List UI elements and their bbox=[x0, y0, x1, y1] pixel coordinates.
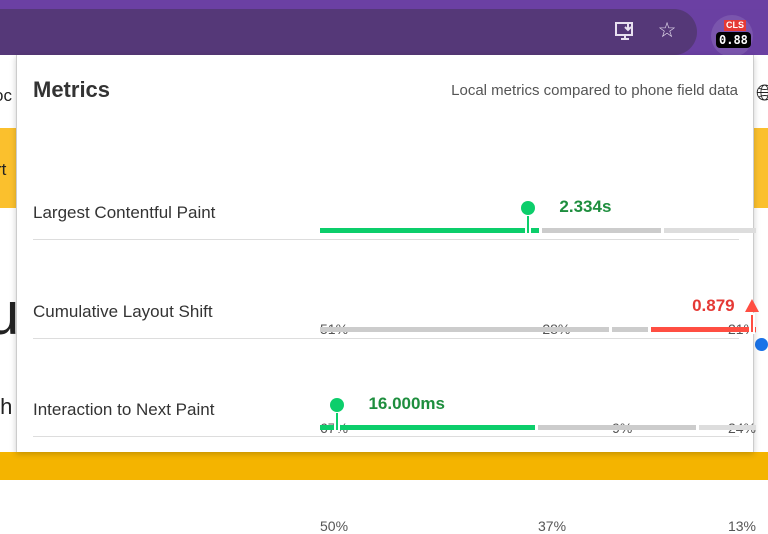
popup-title: Metrics bbox=[33, 77, 111, 102]
background-banner-left bbox=[0, 128, 16, 208]
address-bar[interactable] bbox=[0, 9, 697, 55]
metric-row: Largest Contentful Paint 51%28%21%2.334s bbox=[33, 142, 756, 337]
distribution-bar: 67%9%24% bbox=[320, 298, 759, 436]
distribution-segment-0 bbox=[320, 326, 610, 332]
metric-name: Interaction to Next Paint bbox=[33, 400, 215, 419]
distribution-segment-2 bbox=[699, 425, 756, 430]
distribution-percent: 50% bbox=[320, 518, 349, 534]
metric-row: Cumulative Layout Shift 67%9%24%0.879 bbox=[33, 241, 759, 436]
metric-row: Interaction to Next Paint 50% 37% 13% 16.000… bbox=[33, 339, 756, 534]
metric-value: 2.334s bbox=[559, 197, 612, 216]
background-bottom-bar bbox=[0, 452, 768, 480]
window-top-strip bbox=[0, 0, 768, 9]
metric-name: Largest Contentful Paint bbox=[33, 203, 216, 222]
marker-dot-icon bbox=[521, 201, 536, 215]
background-dot bbox=[755, 338, 768, 351]
cls-badge-value: 0.88 bbox=[716, 32, 751, 48]
install-app-icon[interactable] bbox=[613, 19, 637, 43]
distribution-segment-1 bbox=[612, 326, 649, 332]
metric-value: 16.000ms bbox=[368, 394, 446, 413]
browser-toolbar: ☆ CLS 0.88 bbox=[0, 9, 768, 57]
background-text: rt bbox=[0, 160, 7, 179]
arrow-up-icon bbox=[744, 298, 759, 312]
background-banner-right bbox=[754, 128, 768, 208]
cls-badge-label: CLS bbox=[724, 20, 746, 31]
distribution-percent: 37% bbox=[538, 518, 567, 534]
popup-subtitle: Local metrics compared to phone field da… bbox=[451, 82, 738, 99]
distribution-segment-2 bbox=[651, 326, 756, 332]
web-vitals-extension-button[interactable]: CLS 0.88 bbox=[711, 15, 753, 57]
distribution-bar: 50% 37% 13% bbox=[320, 398, 756, 534]
globe-icon: 🌐︎ bbox=[756, 80, 768, 105]
marker-dot-icon bbox=[330, 398, 345, 412]
bookmark-star-icon[interactable]: ☆ bbox=[657, 19, 677, 42]
background-text: th bbox=[0, 394, 13, 419]
distribution-segment-1 bbox=[542, 228, 662, 233]
background-text: oc bbox=[0, 86, 12, 105]
metric-name: Cumulative Layout Shift bbox=[33, 301, 213, 321]
distribution-segment-0 bbox=[320, 425, 535, 430]
distribution-bar: 51%28%21% bbox=[320, 201, 756, 337]
distribution-segment-0 bbox=[320, 228, 540, 233]
local-value-marker bbox=[336, 413, 339, 430]
distribution-segment-1 bbox=[538, 425, 697, 430]
metrics-popup: Metrics Local metrics compared to phone … bbox=[16, 55, 759, 534]
local-value-marker bbox=[750, 314, 753, 332]
local-value-marker bbox=[527, 216, 530, 233]
background-text: u bbox=[0, 280, 20, 347]
distribution-percent: 13% bbox=[727, 518, 756, 534]
distribution-segment-2 bbox=[664, 228, 756, 233]
metric-value: 0.879 bbox=[692, 295, 735, 315]
